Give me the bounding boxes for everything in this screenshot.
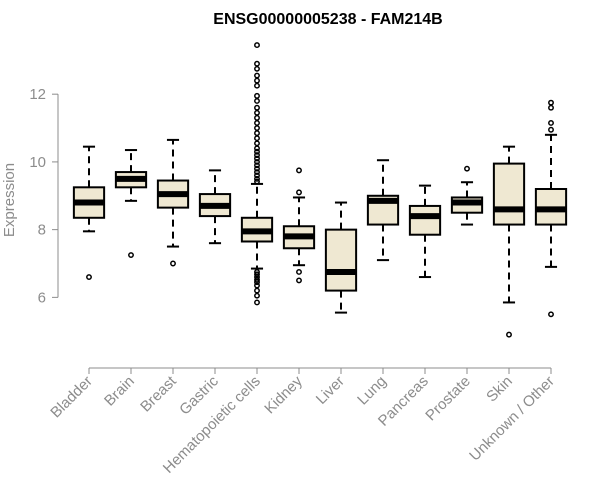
category-label: Prostate <box>422 373 474 425</box>
outlier-point <box>464 165 470 172</box>
outlier-point <box>548 120 554 126</box>
category-label: Lung <box>354 373 390 409</box>
outlier-point <box>548 126 554 133</box>
outlier-point <box>254 279 260 286</box>
outlier-point <box>254 299 260 306</box>
category-label: Kidney <box>261 372 306 417</box>
outlier-point <box>254 72 260 79</box>
outlier-point <box>254 287 260 294</box>
axes: 6 8 10 12 <box>29 86 552 374</box>
box-group <box>156 138 190 267</box>
box-group <box>492 145 526 338</box>
outlier-point <box>548 99 554 106</box>
outlier-point <box>254 135 260 142</box>
outlier-point <box>254 140 260 147</box>
outlier-point <box>254 77 260 84</box>
outlier-point <box>254 60 260 67</box>
outlier-point <box>254 145 260 152</box>
category-label: Skin <box>483 373 516 406</box>
outlier-point <box>254 152 260 159</box>
box-group <box>450 165 484 226</box>
box-group <box>408 184 442 279</box>
outlier-point <box>254 98 260 104</box>
box-group <box>366 159 400 262</box>
outlier-point <box>254 271 260 278</box>
outlier-point <box>254 65 260 72</box>
outlier-point <box>254 104 260 111</box>
chart-title: ENSG00000005238 - FAM214B <box>213 11 442 28</box>
outlier-point <box>254 178 260 185</box>
outlier-point <box>254 130 260 137</box>
box-group <box>198 169 232 245</box>
y-axis-label: Expression <box>1 163 18 237</box>
outlier-point <box>254 82 260 89</box>
outlier-point <box>254 120 260 126</box>
outlier-point <box>254 158 260 165</box>
category-label: Breast <box>137 372 180 415</box>
outlier-point <box>254 92 260 99</box>
box-group <box>240 42 274 306</box>
outlier-point <box>254 148 260 155</box>
outlier-point <box>548 104 554 111</box>
outlier-point <box>86 274 92 280</box>
y-tick-label: 6 <box>38 289 46 306</box>
category-label: Bladder <box>47 373 96 422</box>
y-tick-label: 8 <box>38 222 46 239</box>
y-tick-label: 10 <box>29 154 46 171</box>
outlier-point <box>254 282 260 289</box>
outlier-point <box>254 276 260 283</box>
outlier-point <box>254 42 260 49</box>
outlier-point <box>254 165 260 172</box>
box-group <box>324 201 358 314</box>
outlier-point <box>296 167 302 174</box>
outlier-point <box>296 269 302 275</box>
outlier-point <box>254 125 260 131</box>
category-label: Brain <box>101 373 138 410</box>
box-group <box>114 149 148 258</box>
box <box>324 228 358 292</box>
y-tick-label: 12 <box>29 86 46 103</box>
box-group <box>282 167 316 284</box>
outlier-point <box>254 169 260 176</box>
outlier-point <box>170 260 176 267</box>
box-group <box>72 145 106 280</box>
outlier-point <box>296 189 302 196</box>
outlier-point <box>254 172 260 179</box>
outlier-point <box>254 292 260 299</box>
outlier-point <box>254 155 260 162</box>
outlier-point <box>254 114 260 121</box>
outlier-point <box>128 252 134 258</box>
box-groups <box>72 42 568 338</box>
outlier-point <box>254 175 260 182</box>
box <box>492 162 526 226</box>
box <box>408 204 442 236</box>
box-group <box>534 99 568 318</box>
outlier-point <box>296 277 302 284</box>
outlier-point <box>254 162 260 169</box>
category-label: Liver <box>313 373 348 408</box>
outlier-point <box>548 311 554 318</box>
outlier-point <box>254 109 260 116</box>
outlier-point <box>506 331 512 338</box>
